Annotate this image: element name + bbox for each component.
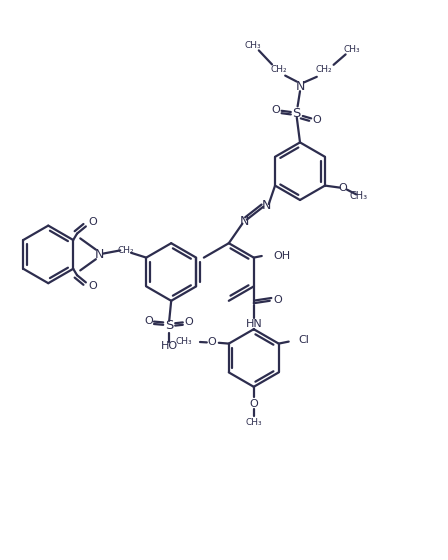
Text: Cl: Cl — [299, 335, 310, 346]
Text: O: O — [312, 115, 321, 125]
Text: CH₂: CH₂ — [271, 65, 287, 74]
Text: O: O — [207, 337, 216, 347]
Text: S: S — [165, 319, 173, 332]
Text: N: N — [239, 214, 249, 228]
Text: N: N — [95, 248, 104, 261]
Text: O: O — [88, 217, 97, 227]
Text: CH₃: CH₃ — [245, 41, 262, 50]
Text: O: O — [271, 105, 280, 115]
Text: OH: OH — [274, 251, 291, 261]
Text: CH₂: CH₂ — [118, 246, 134, 255]
Text: CH₃: CH₃ — [349, 192, 367, 202]
Text: CH₃: CH₃ — [344, 45, 360, 54]
Text: N: N — [295, 80, 305, 93]
Text: O: O — [144, 316, 153, 326]
Text: N: N — [261, 199, 271, 212]
Text: O: O — [339, 183, 347, 193]
Text: S: S — [293, 107, 301, 120]
Text: HO: HO — [161, 342, 178, 352]
Text: O: O — [250, 399, 258, 409]
Text: CH₃: CH₃ — [175, 337, 192, 346]
Text: O: O — [273, 295, 282, 305]
Text: CH₃: CH₃ — [246, 418, 262, 427]
Text: HN: HN — [246, 319, 263, 329]
Text: O: O — [88, 282, 97, 291]
Text: O: O — [184, 316, 193, 326]
Text: CH₂: CH₂ — [316, 65, 332, 74]
